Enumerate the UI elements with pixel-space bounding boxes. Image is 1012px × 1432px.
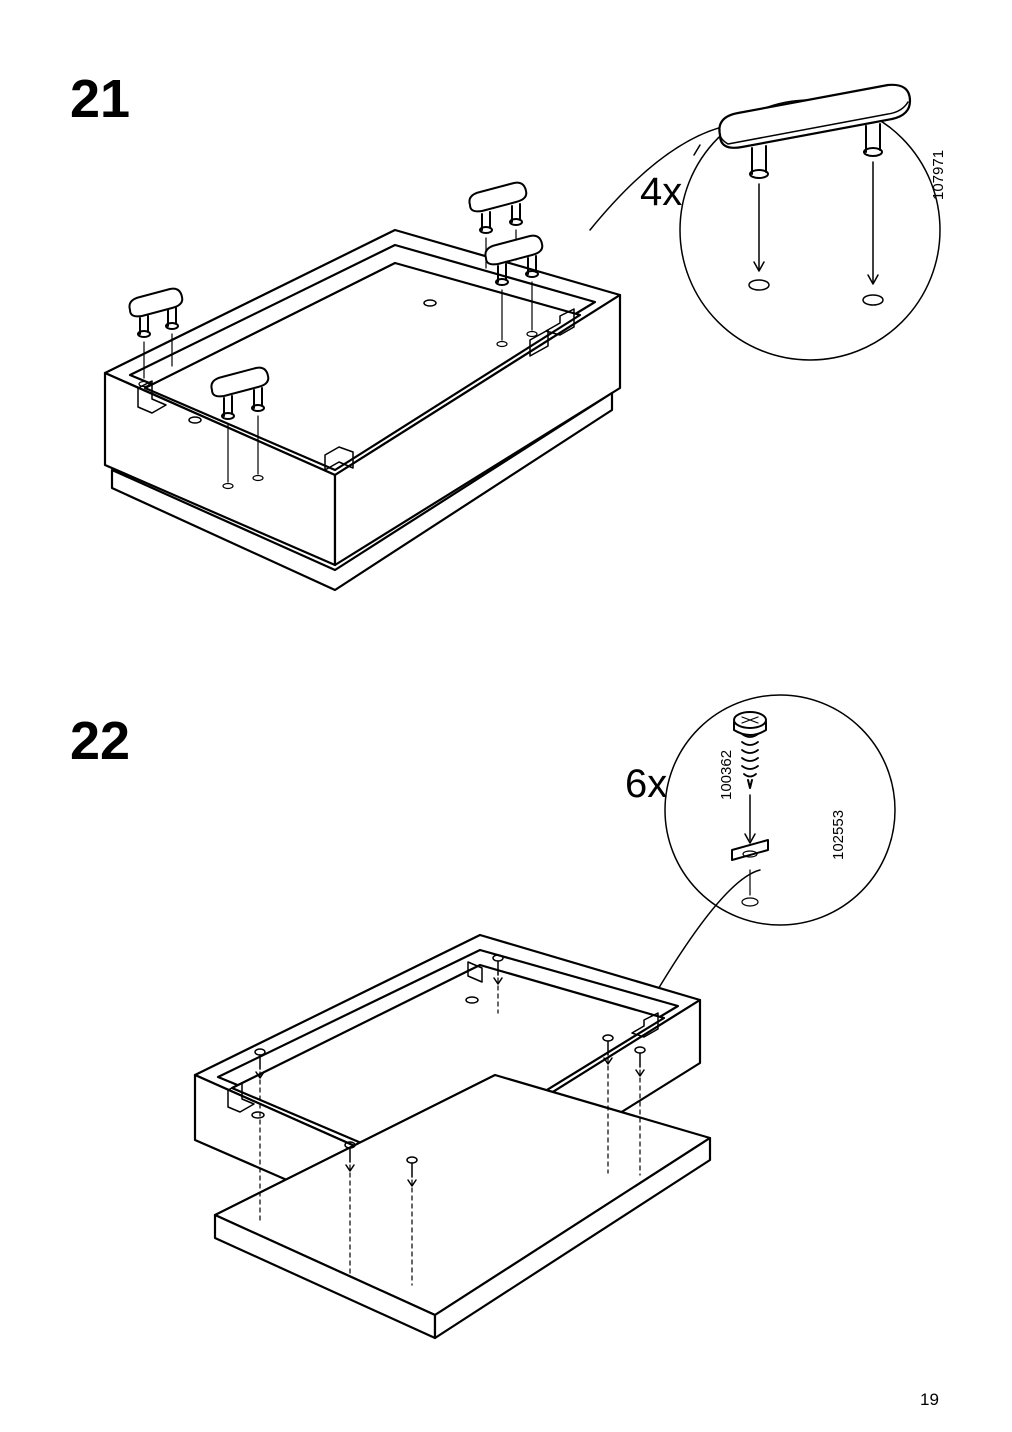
illustration-svg: [0, 0, 1012, 1432]
page-container: 21 22 4x 6x 107971 100362 102553 19: [0, 0, 1012, 1432]
frame-step21: [105, 230, 620, 590]
screw-detail: [732, 712, 768, 906]
handle-detail: [719, 85, 910, 305]
frame-step22: [195, 935, 710, 1338]
callout-step22: [640, 695, 895, 1020]
